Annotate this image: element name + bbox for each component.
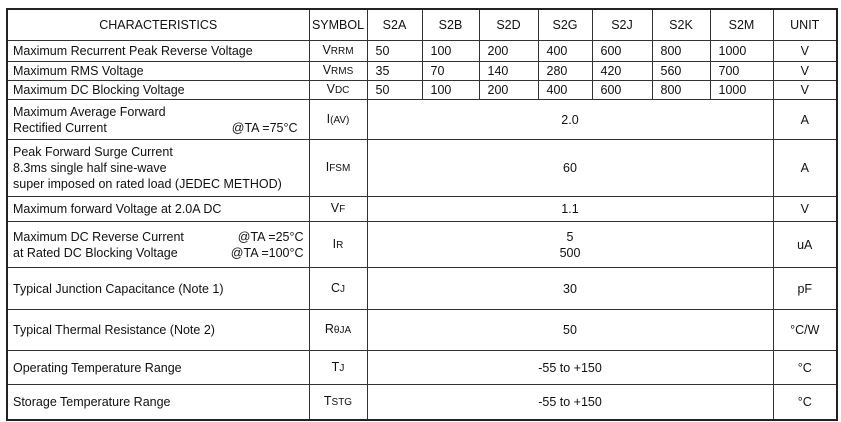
value: 100 xyxy=(421,40,480,62)
table-row: Maximum DC Reverse Current @TA =25°C at Ra… xyxy=(6,221,838,268)
symbol: IR xyxy=(308,221,368,268)
symbol: VRRM xyxy=(308,40,368,62)
row-label: Maximum Recurrent Peak Reverse Voltage xyxy=(6,40,310,62)
header-part: S2D xyxy=(478,8,539,41)
value: 280 xyxy=(537,61,593,81)
table-row: Maximum forward Voltage at 2.0A DC VF 1.… xyxy=(6,196,838,222)
header-part: S2A xyxy=(366,8,423,41)
symbol: VRMS xyxy=(308,61,368,81)
header-part: S2G xyxy=(537,8,593,41)
value: -55 to +150 xyxy=(366,384,774,420)
value: 5 xyxy=(566,229,574,244)
value: 400 xyxy=(537,80,593,100)
row-condition: @TA =75°C xyxy=(231,120,298,135)
header-unit: UNIT xyxy=(772,8,838,41)
value: -55 to +150 xyxy=(366,350,774,385)
value: 70 xyxy=(421,61,480,81)
row-label: Operating Temperature Range xyxy=(6,350,310,385)
unit: A xyxy=(772,139,838,197)
unit: pF xyxy=(772,267,838,310)
header-part: S2K xyxy=(651,8,711,41)
symbol: VDC xyxy=(308,80,368,100)
unit: °C/W xyxy=(772,309,838,351)
value: 1000 xyxy=(709,80,774,100)
value: 60 xyxy=(366,139,774,197)
value: 700 xyxy=(709,61,774,81)
value: 100 xyxy=(421,80,480,100)
value: 200 xyxy=(478,40,539,62)
unit: V xyxy=(772,80,838,100)
symbol: CJ xyxy=(308,267,368,310)
row-label: Maximum DC Blocking Voltage xyxy=(6,80,310,100)
row-label: Maximum RMS Voltage xyxy=(6,61,310,81)
row-label: Maximum Average Forward xyxy=(13,104,166,119)
table-row: Storage Temperature Range TSTG -55 to +15… xyxy=(6,384,838,420)
unit: °C xyxy=(772,384,838,420)
value: 560 xyxy=(651,61,711,81)
symbol: VF xyxy=(308,196,368,222)
value: 600 xyxy=(591,40,653,62)
row-label: super imposed on rated load (JEDEC METHO… xyxy=(13,177,282,191)
symbol: TJ xyxy=(308,350,368,385)
header-row: CHARACTERISTICS SYMBOL S2A S2B S2D S2G S… xyxy=(6,8,838,41)
value: 420 xyxy=(591,61,653,81)
row-label: Rectified Current xyxy=(13,120,107,135)
unit: uA xyxy=(772,221,838,268)
value: 600 xyxy=(591,80,653,100)
symbol: RθJA xyxy=(308,309,368,351)
row-label: Peak Forward Surge Current xyxy=(13,145,173,159)
row-label: Typical Thermal Resistance (Note 2) xyxy=(6,309,310,351)
table-row: Maximum Average Forward Rectified Current… xyxy=(6,99,838,140)
table-row: Operating Temperature Range TJ -55 to +15… xyxy=(6,350,838,385)
value: 200 xyxy=(478,80,539,100)
table-row: Peak Forward Surge Current 8.3ms single h… xyxy=(6,139,838,197)
value: 50 xyxy=(366,309,774,351)
row-condition: @TA =25°C xyxy=(237,229,304,244)
value: 500 xyxy=(559,245,581,260)
value: 140 xyxy=(478,61,539,81)
symbol: IFSM xyxy=(308,139,368,197)
header-part: S2B xyxy=(421,8,480,41)
unit: °C xyxy=(772,350,838,385)
value: 400 xyxy=(537,40,593,62)
ratings-table: CHARACTERISTICS SYMBOL S2A S2B S2D S2G S… xyxy=(6,8,838,421)
value: 1000 xyxy=(709,40,774,62)
value: 50 xyxy=(366,40,423,62)
header-part: S2M xyxy=(709,8,774,41)
header-symbol: SYMBOL xyxy=(308,8,368,41)
value: 35 xyxy=(366,61,423,81)
table-row: Typical Junction Capacitance (Note 1) CJ… xyxy=(6,267,838,310)
row-condition: @TA =100°C xyxy=(230,245,304,260)
table-row: Typical Thermal Resistance (Note 2) RθJA… xyxy=(6,309,838,351)
row-label: Maximum DC Reverse Current xyxy=(13,229,184,244)
value: 800 xyxy=(651,40,711,62)
unit: V xyxy=(772,196,838,222)
value: 2.0 xyxy=(366,99,774,140)
value: 30 xyxy=(366,267,774,310)
symbol: TSTG xyxy=(308,384,368,420)
table-row: Maximum Recurrent Peak Reverse Voltage V… xyxy=(6,40,838,62)
value: 50 xyxy=(366,80,423,100)
unit: V xyxy=(772,61,838,81)
row-label: Storage Temperature Range xyxy=(6,384,310,420)
row-label: Maximum forward Voltage at 2.0A DC xyxy=(6,196,310,222)
value: 800 xyxy=(651,80,711,100)
header-characteristics: CHARACTERISTICS xyxy=(6,8,310,41)
header-part: S2J xyxy=(591,8,653,41)
row-label: 8.3ms single half sine-wave xyxy=(13,161,167,175)
table-row: Maximum RMS Voltage VRMS 35 70 140 280 420 560… xyxy=(6,61,838,81)
unit: V xyxy=(772,40,838,62)
table-row: Maximum DC Blocking Voltage VDC 50 100 200 4… xyxy=(6,80,838,100)
row-label: at Rated DC Blocking Voltage xyxy=(13,245,178,260)
symbol: I(AV) xyxy=(308,99,368,140)
unit: A xyxy=(772,99,838,140)
row-label: Typical Junction Capacitance (Note 1) xyxy=(6,267,310,310)
value: 1.1 xyxy=(366,196,774,222)
